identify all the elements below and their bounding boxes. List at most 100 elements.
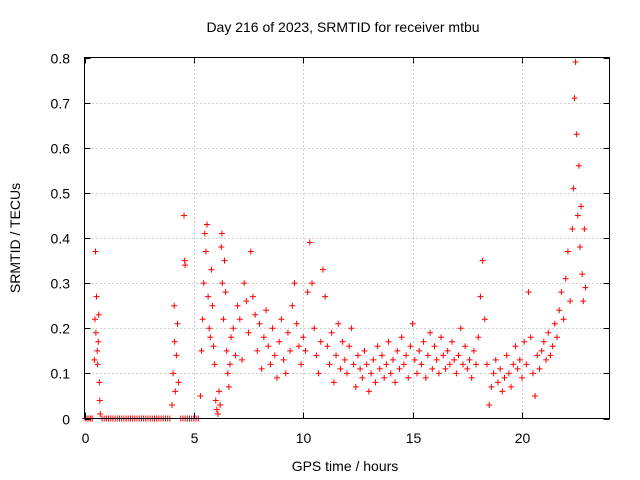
y-axis-label: SRMTID / TECUs: [7, 183, 23, 293]
data-point: [254, 347, 261, 354]
data-point: [333, 352, 340, 359]
y-tick-label: 0.4: [51, 231, 71, 247]
data-point: [198, 347, 205, 354]
data-point: [222, 289, 229, 296]
data-point: [414, 370, 420, 377]
data-point: [221, 257, 228, 264]
data-point: [249, 293, 256, 300]
data-point: [267, 361, 274, 368]
data-point: [464, 365, 471, 372]
data-point: [339, 338, 346, 345]
data-point: [396, 365, 403, 372]
data-point: [540, 338, 547, 345]
data-point: [175, 379, 182, 386]
x-tick-label: 10: [296, 430, 312, 446]
data-point: [543, 356, 550, 363]
data-point: [197, 392, 204, 399]
data-point: [578, 203, 585, 210]
data-point: [171, 302, 178, 309]
data-point: [547, 352, 554, 359]
data-point: [462, 343, 469, 350]
data-point: [435, 370, 442, 377]
data-point: [534, 352, 541, 359]
data-point: [532, 392, 539, 399]
data-point: [477, 293, 484, 300]
data-point: [226, 361, 233, 368]
data-point: [494, 379, 501, 386]
y-tick-label: 0.2: [51, 321, 71, 337]
data-point: [374, 343, 381, 350]
data-point: [341, 356, 348, 363]
data-point: [304, 289, 311, 296]
data-point: [335, 320, 342, 327]
y-tick-label: 0: [62, 412, 70, 428]
data-point: [210, 343, 217, 350]
data-point: [97, 410, 104, 417]
data-point: [306, 239, 313, 246]
data-point: [570, 185, 577, 192]
data-point: [484, 361, 490, 368]
data-point: [324, 343, 331, 350]
data-points: [82, 59, 589, 422]
data-point: [271, 352, 278, 359]
data-point: [209, 302, 216, 309]
data-point: [212, 397, 219, 404]
data-point: [420, 338, 427, 345]
data-point: [411, 356, 418, 363]
data-point: [172, 388, 179, 395]
data-point: [581, 225, 588, 232]
data-point: [422, 374, 429, 381]
data-point: [92, 248, 99, 255]
data-point: [486, 401, 493, 408]
data-point: [170, 370, 177, 377]
data-point: [256, 320, 263, 327]
data-point: [94, 361, 101, 368]
data-point: [284, 329, 291, 336]
data-point: [228, 334, 235, 341]
data-point: [455, 352, 462, 359]
x-tick-label: 20: [515, 430, 531, 446]
data-point: [278, 316, 285, 323]
data-point: [574, 212, 581, 219]
data-point: [205, 293, 212, 300]
data-point: [481, 316, 488, 323]
data-point: [218, 244, 225, 251]
y-tick-label: 0.6: [51, 141, 71, 157]
data-point: [403, 352, 410, 359]
data-point: [582, 284, 589, 291]
data-point: [225, 383, 232, 390]
data-point: [466, 356, 473, 363]
data-point: [512, 343, 519, 350]
data-point: [95, 338, 102, 345]
data-point: [365, 388, 372, 395]
data-point: [317, 338, 324, 345]
data-point: [219, 280, 226, 287]
grid: [84, 57, 610, 419]
data-point: [202, 248, 209, 255]
data-point: [291, 280, 298, 287]
data-point: [516, 356, 523, 363]
data-point: [247, 248, 254, 255]
data-point: [379, 352, 385, 359]
data-point: [201, 230, 208, 237]
data-point: [96, 379, 103, 386]
data-point: [224, 370, 231, 377]
data-point: [392, 379, 399, 386]
data-point: [385, 338, 392, 345]
data-point: [525, 289, 532, 296]
data-point: [326, 361, 333, 368]
data-point: [359, 374, 366, 381]
data-point: [438, 334, 445, 341]
axis-ticks: 0 0.1 0.2 0.3 0.4 0.5 0.6 0.7 0.8 0 5 10 15 20: [51, 51, 610, 446]
data-point: [383, 361, 390, 368]
data-point: [322, 293, 329, 300]
y-tick-label: 0.3: [51, 276, 71, 292]
data-point: [174, 320, 181, 327]
data-point: [457, 325, 464, 332]
data-point: [357, 365, 364, 372]
data-point: [394, 347, 401, 354]
data-point: [427, 329, 434, 336]
data-point: [94, 347, 101, 354]
data-point: [444, 347, 451, 354]
